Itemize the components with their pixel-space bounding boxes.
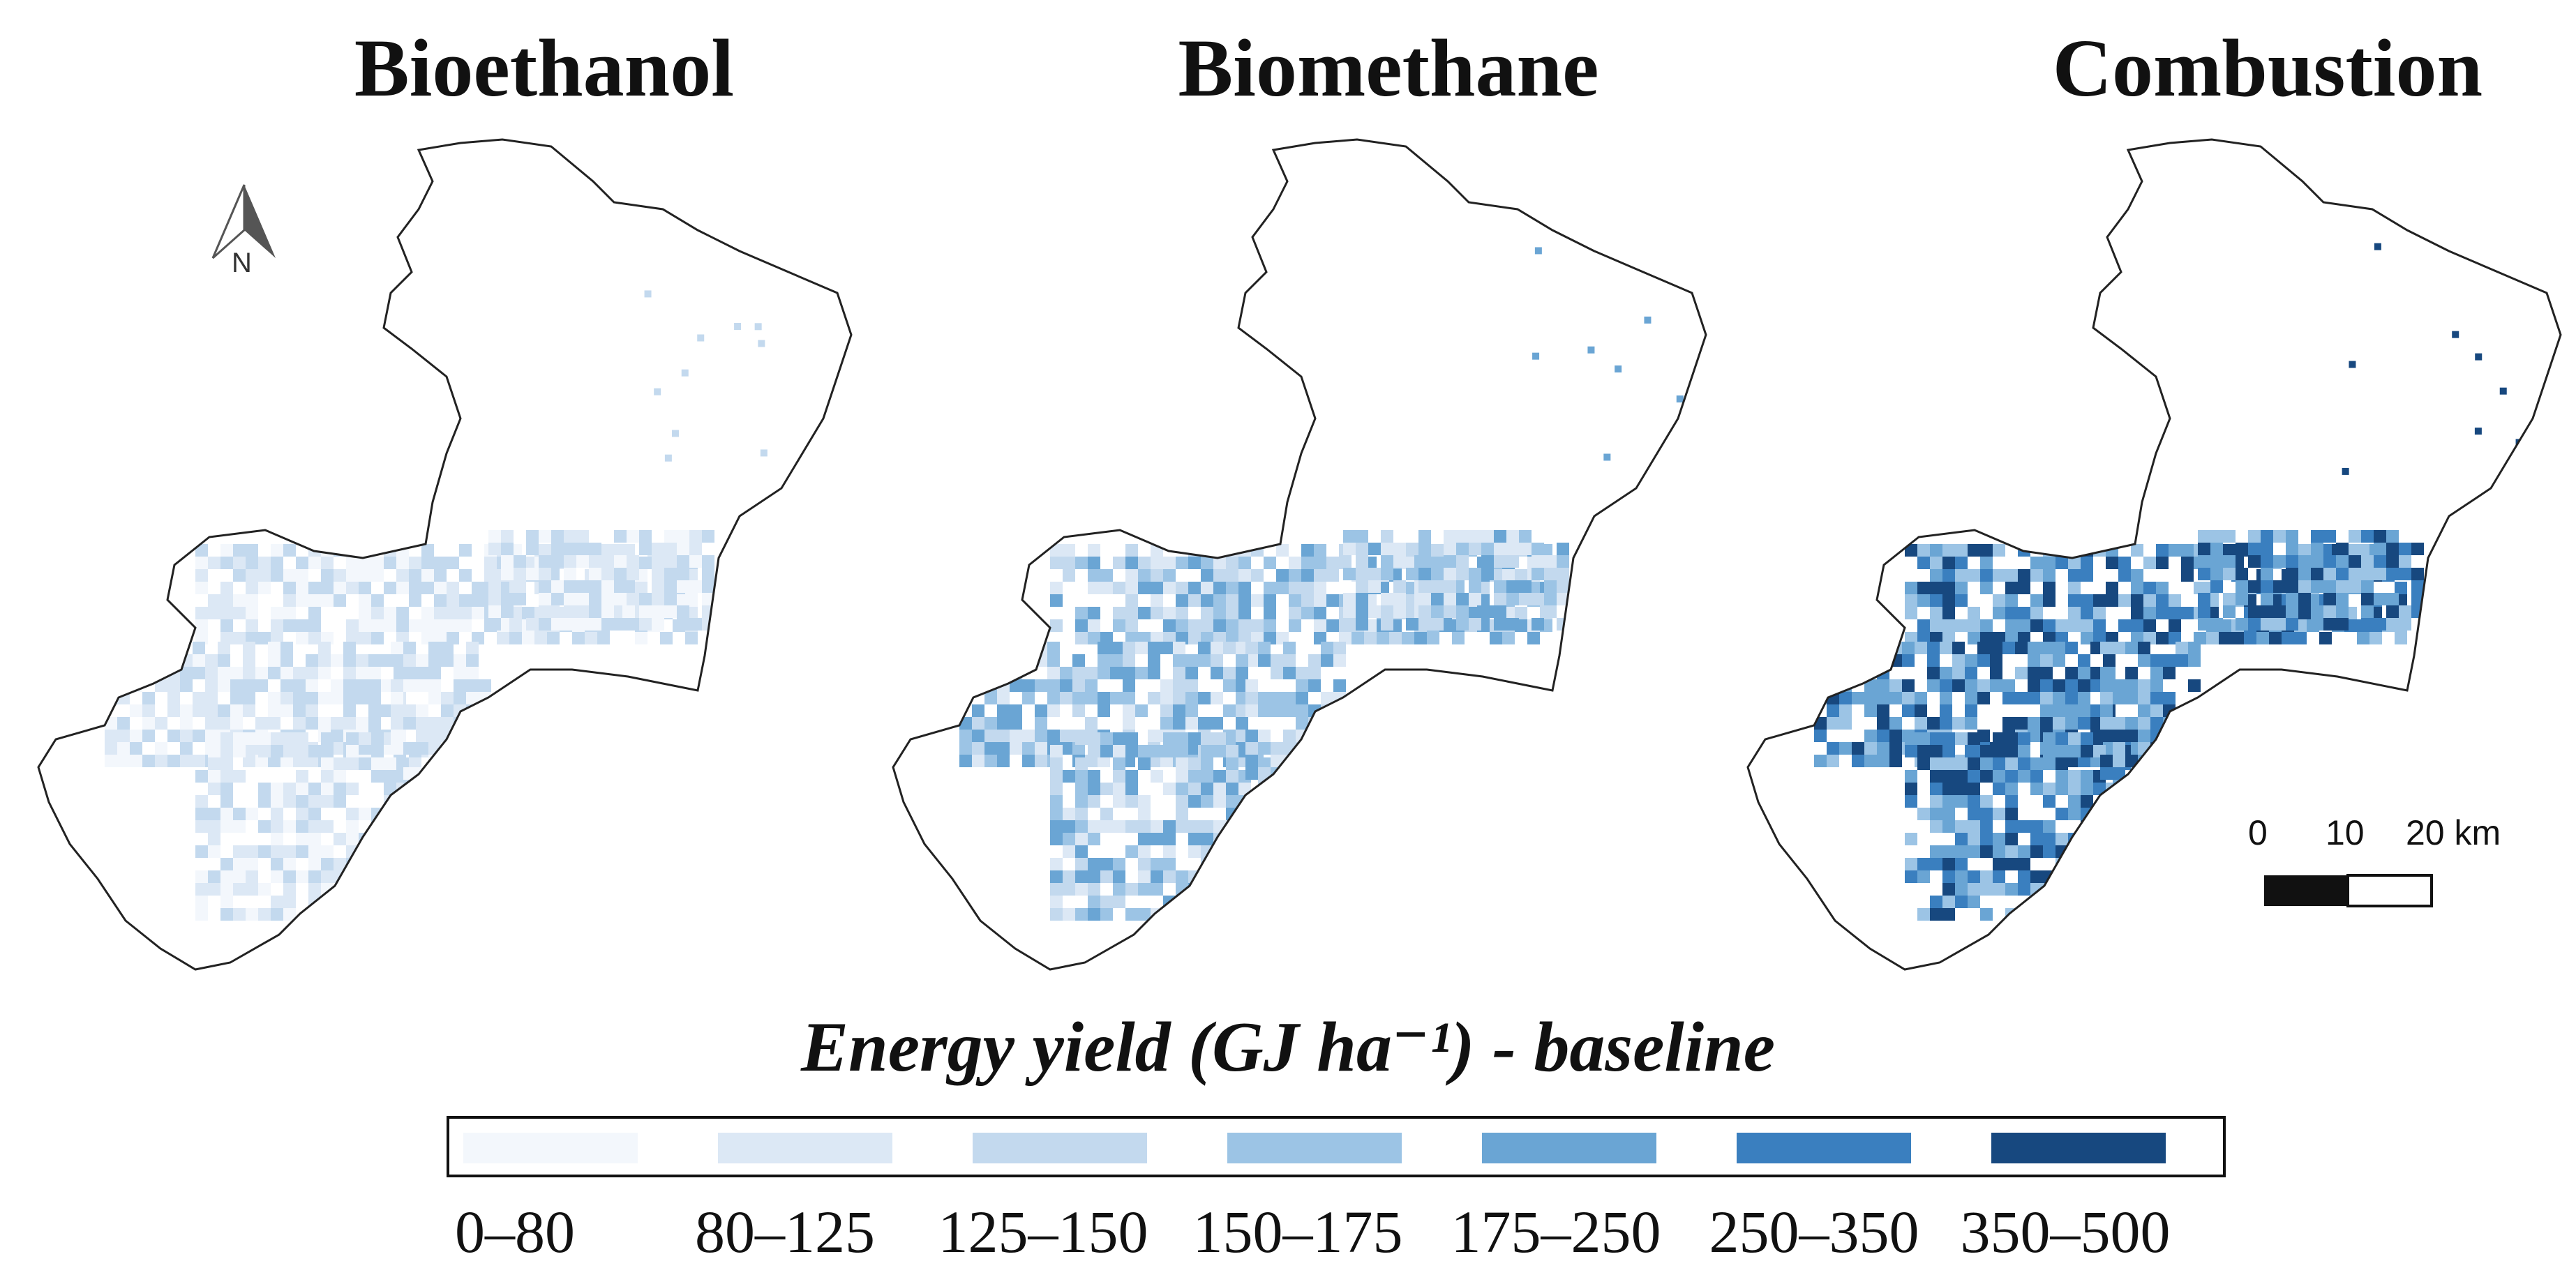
- legend-label-4: 175–250: [1451, 1198, 1661, 1265]
- legend-swatch-3: [1227, 1133, 1402, 1163]
- scale-bar-label-10: 10: [2326, 813, 2365, 852]
- map-panel-biomethane: [892, 138, 1707, 971]
- legend-label-3: 150–175: [1192, 1198, 1403, 1265]
- legend-swatch-0: [463, 1133, 638, 1163]
- raster-cells: [105, 290, 767, 921]
- region-boundary: [37, 138, 853, 971]
- legend-swatch-4: [1482, 1133, 1656, 1163]
- raster-cells: [959, 213, 1684, 921]
- legend-label-2: 125–150: [938, 1198, 1148, 1265]
- legend-swatch-1: [718, 1133, 892, 1163]
- legend-label-0: 0–80: [455, 1198, 575, 1265]
- region-boundary: [892, 138, 1707, 971]
- legend-label-1: 80–125: [695, 1198, 875, 1265]
- maps-canvas: [37, 138, 2562, 971]
- legend-label-6: 350–500: [1960, 1198, 2171, 1265]
- map-panel-bioethanol: [37, 138, 853, 971]
- scale-bar-label-20km: 20 km: [2406, 813, 2501, 852]
- legend-color-bar: [447, 1116, 2226, 1177]
- legend-swatch-6: [1991, 1133, 2166, 1163]
- panel-title-biomethane: Biomethane: [1178, 22, 1599, 114]
- legend-swatch-2: [973, 1133, 1147, 1163]
- scale-bar: [2264, 874, 2433, 907]
- legend-label-5: 250–350: [1709, 1198, 1919, 1265]
- scale-bar-label-0: 0: [2248, 813, 2268, 852]
- panel-title-combustion: Combustion: [2052, 22, 2483, 114]
- panel-title-bioethanol: Bioethanol: [354, 22, 735, 114]
- north-arrow-icon: [211, 184, 276, 259]
- legend-swatch-5: [1737, 1133, 1911, 1163]
- north-arrow-label: N: [232, 248, 252, 278]
- legend-title: Energy yield (GJ ha⁻¹) - baseline: [800, 1008, 1776, 1087]
